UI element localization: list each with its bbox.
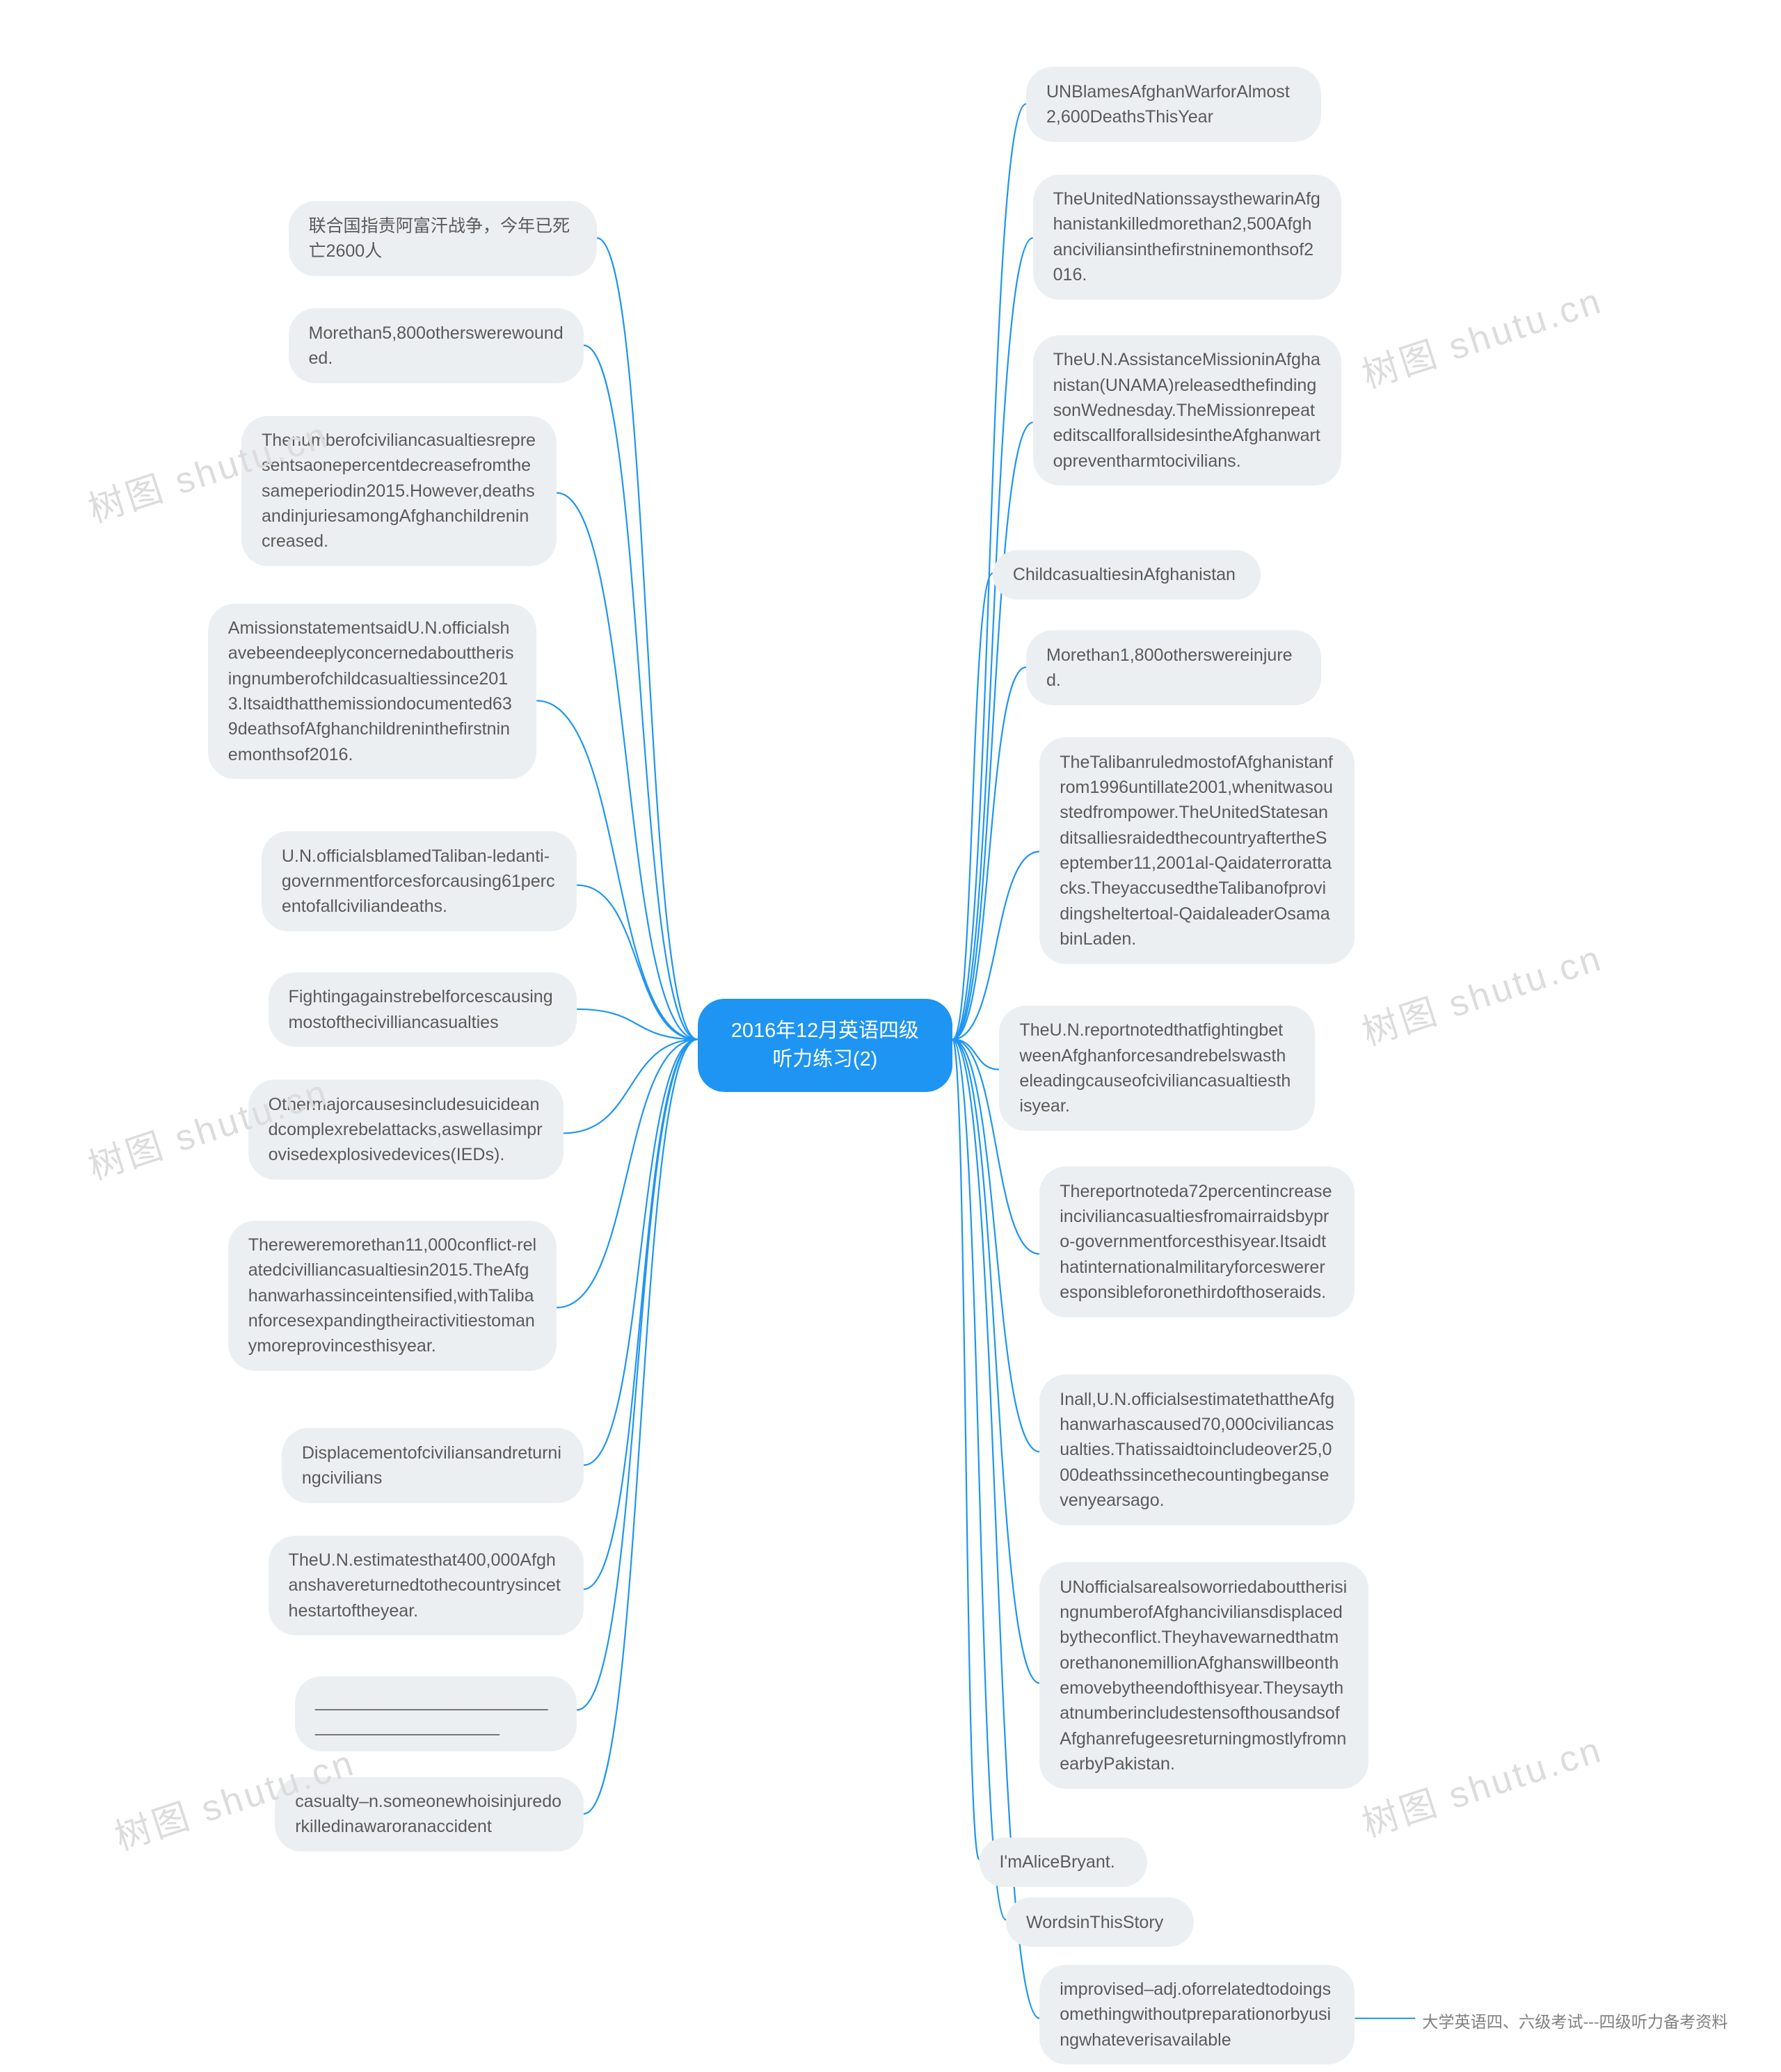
watermark: 树图 shutu.cn <box>1355 271 1608 398</box>
node-label: UNofficialsarealsoworriedabouttherisingn… <box>1060 1577 1347 1774</box>
left-node[interactable]: Displacementofciviliansandreturningcivil… <box>282 1428 584 1502</box>
node-label: TheU.N.AssistanceMissioninAfghanistan(UN… <box>1053 350 1320 470</box>
right-node[interactable]: Inall,U.N.officialsestimatethattheAfghan… <box>1039 1374 1355 1525</box>
node-label: Inall,U.N.officialsestimatethattheAfghan… <box>1060 1390 1334 1510</box>
node-label: ChildcasualtiesinAfghanistan <box>1013 565 1236 584</box>
node-label: TheTalibanruledmostofAfghanistanfrom1996… <box>1060 753 1333 949</box>
watermark: 树图 shutu.cn <box>1355 1720 1608 1847</box>
left-node[interactable]: Thenumberofciviliancasualtiesrepresentsa… <box>241 416 557 566</box>
node-label: Thenumberofciviliancasualtiesrepresentsa… <box>262 431 536 551</box>
left-node[interactable]: 联合国指责阿富汗战争，今年已死亡2600人 <box>289 201 597 275</box>
left-node[interactable]: AmissionstatementsaidU.N.officialshavebe… <box>208 604 536 780</box>
right-node[interactable]: WordsinThisStory <box>1006 1897 1194 1947</box>
right-node[interactable]: ChildcasualtiesinAfghanistan <box>993 550 1261 600</box>
node-label: Thereportnoteda72percentincreaseincivili… <box>1060 1182 1332 1302</box>
node-label: UNBlamesAfghanWarforAlmost2,600DeathsThi… <box>1046 82 1290 127</box>
node-label: TheU.N.estimatesthat400,000Afghanshavere… <box>289 1550 561 1621</box>
node-label: 联合国指责阿富汗战争，今年已死亡2600人 <box>308 216 570 261</box>
node-label: TheUnitedNationssaysthewarinAfghanistank… <box>1053 189 1320 284</box>
left-node[interactable]: Morethan5,800otherswerewounded. <box>289 308 584 383</box>
right-node[interactable]: UNofficialsarealsoworriedabouttherisingn… <box>1039 1562 1368 1788</box>
node-label: TheU.N.reportnotedthatfightingbetweenAfg… <box>1019 1020 1291 1116</box>
right-node[interactable]: TheTalibanruledmostofAfghanistanfrom1996… <box>1039 737 1355 963</box>
mindmap-canvas: 2016年12月英语四级听力练习(2) UNBlamesAfghanWarforA… <box>0 0 1781 2072</box>
right-node[interactable]: TheU.N.AssistanceMissioninAfghanistan(UN… <box>1033 335 1341 485</box>
node-label: Morethan5,800otherswerewounded. <box>308 323 563 368</box>
node-label: WordsinThisStory <box>1026 1913 1163 1932</box>
right-node[interactable]: TheUnitedNationssaysthewarinAfghanistank… <box>1033 175 1341 300</box>
node-label: I'mAliceBryant. <box>999 1852 1115 1872</box>
node-label: casualty–n.someonewhoisinjuredorkilledin… <box>295 1792 561 1836</box>
left-node[interactable]: Thereweremorethan11,000conflict-relatedc… <box>228 1221 557 1371</box>
node-label: Thereweremorethan11,000conflict-relatedc… <box>248 1235 536 1356</box>
right-node[interactable]: I'mAliceBryant. <box>980 1838 1147 1887</box>
left-node[interactable]: casualty–n.someonewhoisinjuredorkilledin… <box>275 1777 583 1852</box>
left-node[interactable]: U.N.officialsblamedTaliban-ledanti-gover… <box>262 831 577 931</box>
node-label: Fightingagainstrebelforcescausingmostoft… <box>289 987 553 1031</box>
left-node[interactable]: Othermajorcausesincludesuicideandcomplex… <box>248 1079 564 1180</box>
watermark: 树图 shutu.cn <box>1355 929 1608 1055</box>
node-label: U.N.officialsblamedTaliban-ledanti-gover… <box>282 846 555 917</box>
tag-label: 大学英语四、六级考试---四级听力备考资料 <box>1422 2009 1727 2032</box>
node-label: ________________________________________… <box>315 1692 548 1736</box>
left-node[interactable]: ________________________________________… <box>295 1676 577 1751</box>
left-node[interactable]: Fightingagainstrebelforcescausingmostoft… <box>269 972 577 1047</box>
center-node[interactable]: 2016年12月英语四级听力练习(2) <box>698 999 952 1092</box>
node-label: AmissionstatementsaidU.N.officialshavebe… <box>228 618 514 764</box>
center-label: 2016年12月英语四级听力练习(2) <box>731 1020 919 1071</box>
right-node[interactable]: TheU.N.reportnotedthatfightingbetweenAfg… <box>999 1006 1314 1131</box>
node-label: Displacementofciviliansandreturningcivil… <box>302 1443 561 1488</box>
right-node[interactable]: improvised–adj.oforrelatedtodoingsomethi… <box>1039 1965 1355 2065</box>
right-node[interactable]: UNBlamesAfghanWarforAlmost2,600DeathsThi… <box>1026 67 1321 141</box>
left-node[interactable]: TheU.N.estimatesthat400,000Afghanshavere… <box>269 1536 584 1636</box>
right-node[interactable]: Thereportnoteda72percentincreaseincivili… <box>1039 1166 1355 1317</box>
right-node[interactable]: Morethan1,800otherswereinjured. <box>1026 630 1321 705</box>
node-label: Morethan1,800otherswereinjured. <box>1046 645 1293 690</box>
node-label: improvised–adj.oforrelatedtodoingsomethi… <box>1060 1979 1331 2050</box>
node-label: Othermajorcausesincludesuicideandcomplex… <box>269 1095 543 1165</box>
